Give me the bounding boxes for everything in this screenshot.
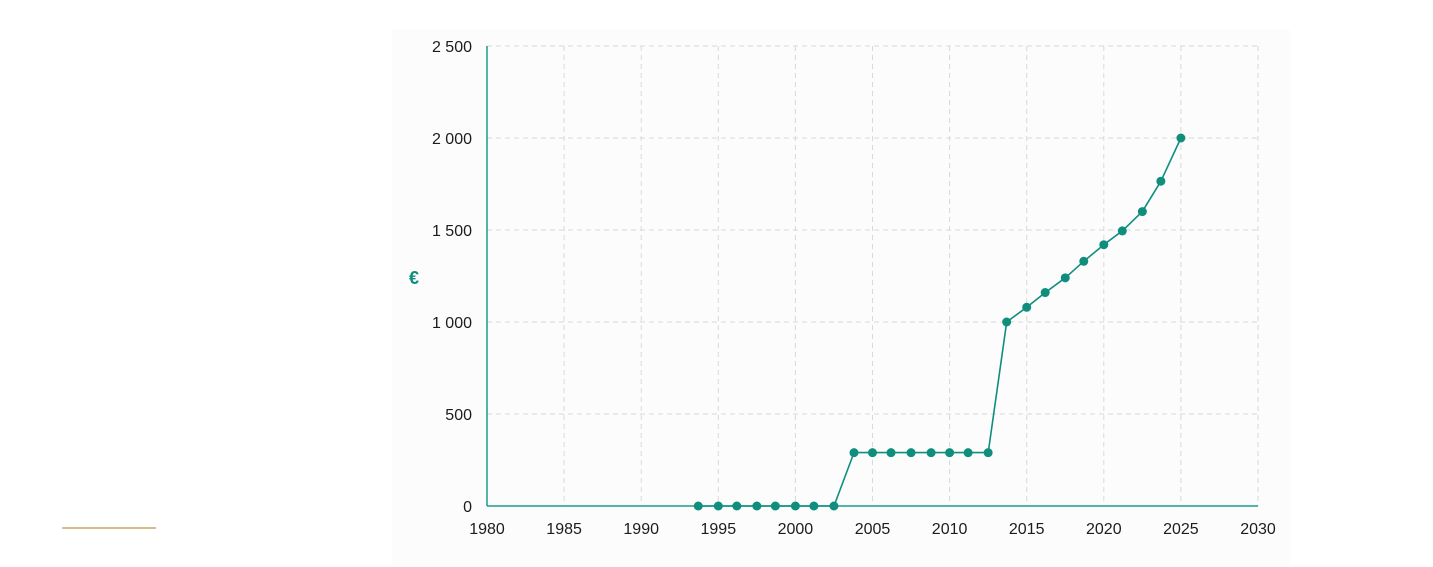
x-tick-label: 2020 [1086,521,1122,538]
x-tick-label: 1985 [546,521,582,538]
x-tick-label: 2000 [778,521,814,538]
data-point [1002,317,1012,327]
data-point [849,448,859,458]
data-point [1117,226,1127,236]
data-point [945,448,955,458]
data-point [926,448,936,458]
data-point [1060,273,1070,283]
x-tick-label: 2010 [932,521,968,538]
x-tick-label: 2030 [1240,521,1276,538]
data-point [1137,207,1147,217]
x-tick-label: 1980 [469,521,505,538]
data-point [1079,256,1089,266]
data-point [732,501,742,511]
data-point [983,448,993,458]
data-point [770,501,780,511]
data-point [906,448,916,458]
y-tick-label: 2 500 [432,39,472,56]
x-tick-label: 1990 [623,521,659,538]
x-tick-label: 2015 [1009,521,1045,538]
data-point [713,501,723,511]
plot-panel [392,30,1290,565]
data-point [963,448,973,458]
data-point [868,448,877,458]
y-axis-label: € [409,268,419,288]
y-tick-label: 500 [445,407,472,424]
data-point [829,501,839,511]
data-point [886,448,896,458]
data-point [1176,133,1186,143]
x-tick-label: 2025 [1163,521,1199,538]
data-point [1156,176,1166,186]
accent-rule [62,527,156,529]
data-point [1099,240,1109,250]
data-point [752,501,762,511]
data-point [790,501,800,511]
data-point [693,501,703,511]
data-point [1022,302,1032,312]
y-tick-label: 0 [463,499,472,516]
x-tick-label: 2005 [855,521,891,538]
y-tick-label: 1 500 [432,223,472,240]
x-tick-label: 1995 [701,521,737,538]
data-point [809,501,819,511]
y-tick-label: 1 000 [432,315,472,332]
y-tick-label: 2 000 [432,131,472,148]
data-point [1040,288,1050,298]
